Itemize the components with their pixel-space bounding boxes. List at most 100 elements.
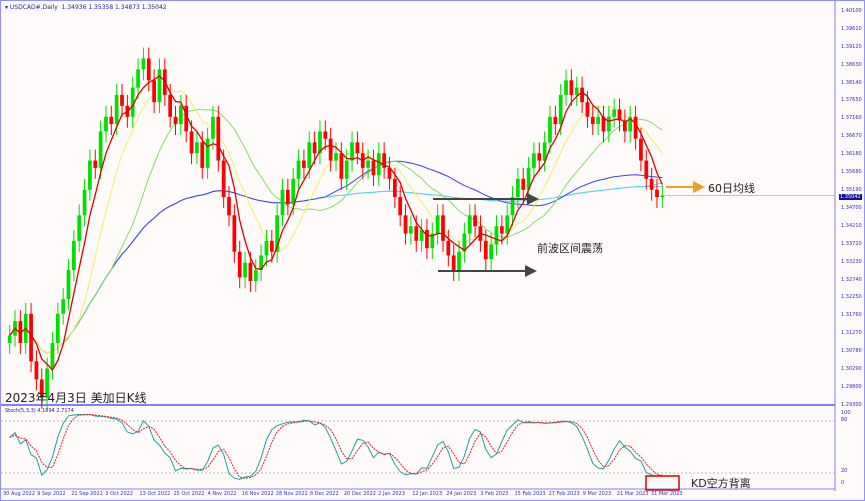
candle-body [312,142,317,154]
candle-body [39,379,44,398]
candle-body [580,87,584,103]
candle-body [435,215,440,234]
candle-body [414,226,419,241]
candle-body [473,215,477,227]
candle-body [425,229,429,249]
y-tick-label: 1.31270 [841,330,862,337]
x-tick-label: 13 Oct 2022 [139,491,171,497]
x-tick-label: 4 Nov 2022 [207,491,237,497]
candle-body [259,255,263,271]
candle-body [409,226,413,234]
stoch-label: Stoch(5,3,3) 4.1894 2.7174 [5,408,74,414]
y-tick-label: 1.33230 [841,258,862,265]
y-tick-label: 1.39610 [841,25,862,32]
candle-body [596,116,601,125]
y-tick-label: 1.38630 [841,61,862,68]
stoch-signal-line [9,414,663,479]
candle-body [323,131,328,139]
candle-body [660,195,665,198]
x-tick-label: 27 Feb 2023 [548,491,580,497]
candle-body [157,69,162,103]
candle-body [232,215,237,252]
candle-body [606,116,611,132]
x-tick-label: 3 Feb 2023 [480,491,509,497]
candle-body [104,116,108,132]
candle-body [392,178,397,198]
x-tick-label: 16 Nov 2022 [241,491,274,497]
candle-body [178,105,183,125]
candle-body [376,153,381,176]
candle-body [291,178,296,205]
candle-body [114,94,119,125]
candle-body [387,167,392,179]
range-annotation: 前波区间震荡 [537,242,603,255]
candle-body [285,189,290,205]
candle-body [34,361,39,380]
chart-header: ▾ USDCAD#,Daily 1.34936 1.35358 1.34873 … [5,4,167,11]
candle-body [366,160,370,168]
candle-body [45,368,49,398]
candle-body [61,299,66,314]
candle-body [243,262,247,278]
x-tick-label: 24 Jan 2023 [446,491,477,497]
x-tick-label: 15 Feb 2023 [514,491,546,497]
x-tick-label: 8 Dec 2022 [309,491,339,497]
ohlc-values: 1.34936 1.35358 1.34873 1.35042 [61,4,167,11]
ma60-annotation: 60日均线 [708,182,755,195]
candle-body [205,138,210,168]
candle-body [195,142,199,154]
candle-body [189,131,194,154]
y-tick-label: 1.32250 [841,294,862,301]
y-tick-label: 1.34700 [841,205,862,211]
candle-body [88,160,92,190]
stoch-level-label: 100 [841,410,851,416]
candle-body [516,178,520,198]
candle-body [253,270,258,281]
candle-body [66,270,71,300]
y-tick-label: 1.40100 [841,8,862,14]
candle-body [441,215,445,241]
candle-body [467,215,472,234]
candle-body [451,255,456,271]
candle-body [71,240,76,271]
candle-body [569,80,574,95]
x-tick-label: 9 Mar 2023 [582,491,612,497]
candle-body [29,313,33,362]
candle-body [146,58,151,81]
y-tick-label: 1.37650 [841,97,862,104]
candle-body [269,240,274,252]
kd-annotation: KD空方背离 [691,477,751,490]
x-tick-label: 2 Jan 2023 [378,491,405,497]
candle-body [18,321,23,343]
y-tick-label: 1.30780 [841,348,862,354]
candle-body [644,160,649,179]
candle-body [109,116,114,125]
candle-body [50,342,55,369]
x-tick-label: 20 Dec 2022 [344,491,376,497]
candle-body [564,80,568,95]
candle-body [334,153,338,161]
candle-body [173,116,178,125]
candle-body [542,142,547,161]
candle-body [55,313,60,343]
candle-body [585,102,590,117]
candle-body [494,226,499,245]
last-price-tag: 1.35042 [839,194,862,200]
candle-body [264,240,269,256]
candle-body [548,116,552,143]
x-tick-label: 21 Sep 2022 [71,491,103,497]
x-tick-label: 25 Oct 2022 [173,491,205,497]
candle-body [136,69,140,88]
x-tick-label: 30 Aug 2022 [3,491,36,497]
candle-body [655,189,659,198]
candle-body [237,251,242,278]
candle-body [318,131,322,154]
candle-body [419,229,424,241]
ma20-line [9,109,663,354]
candle-body [344,160,349,179]
title-overlay: 2023年4月3日 美加日K线 [5,391,147,405]
y-tick-label: 1.33720 [841,240,862,247]
candle-body [227,197,231,216]
